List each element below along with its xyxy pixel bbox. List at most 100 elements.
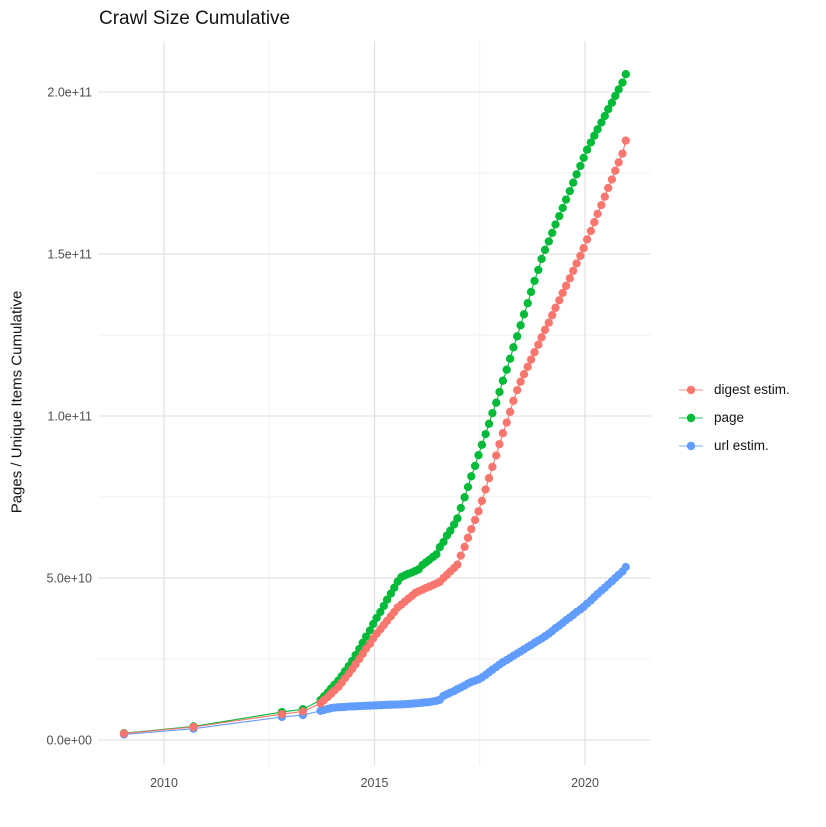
data-point [569,178,578,187]
data-point [569,266,578,275]
y-tick-label: 1.0e+11 [47,410,92,424]
data-point [446,526,455,535]
data-point [604,105,613,114]
data-point [382,595,392,604]
data-point [526,287,536,297]
series-url-estim [119,562,630,739]
data-point [555,211,564,221]
data-point [597,118,606,127]
data-point [502,365,511,374]
legend-item-digest-estim: digest estim. [678,380,790,399]
data-point [361,632,371,641]
data-point [534,265,543,275]
data-point [376,607,385,617]
data-point [582,235,592,244]
legend-item-label: url estim. [714,438,769,453]
data-point [467,524,476,534]
legend-item-label: digest estim. [714,382,790,397]
data-point [460,542,469,552]
legend-key-point [686,413,696,422]
x-tick-label: 2015 [361,776,389,790]
data-point [488,462,497,472]
data-point [502,418,511,427]
data-point [516,321,525,330]
data-point [614,85,623,94]
data-point [607,98,617,107]
data-point [513,385,522,395]
data-point [460,493,469,502]
data-point [611,91,620,101]
data-point [379,601,388,611]
data-point [449,520,459,529]
y-tick-label: 2.0e+11 [47,86,92,100]
data-point [561,281,571,290]
data-series-layer [119,70,630,739]
data-point [611,166,620,175]
data-point [555,296,564,305]
data-point [551,303,560,312]
data-point [467,472,476,481]
data-point [530,348,539,357]
data-point [614,158,623,167]
legend-key-icon [679,441,703,450]
data-point [558,203,567,213]
data-point [600,111,609,121]
data-point [576,161,585,171]
data-point [189,722,198,732]
data-point [498,429,508,438]
data-point [572,170,581,179]
y-tick-label: 0.0e+00 [46,734,92,748]
data-point [481,485,490,494]
data-point [537,333,546,342]
legend: digest estim. page url estim. [678,380,790,455]
data-point [593,209,602,218]
data-point [453,560,462,569]
data-point [544,237,553,246]
data-point [523,299,532,308]
series-digest-estim [119,136,630,738]
data-point [523,362,532,371]
data-point [548,228,557,238]
data-point [590,218,599,227]
data-point [484,419,494,428]
data-point [390,583,399,592]
data-point [579,244,588,253]
data-point [618,149,627,158]
legend-item-url-estim: url estim. [678,436,790,455]
data-point [298,707,308,716]
data-point [597,200,606,210]
data-point [463,482,473,492]
data-point [586,138,596,147]
data-point [505,407,515,416]
data-point [572,259,581,268]
data-point [540,325,550,334]
data-point [509,343,518,352]
y-tick-label: 1.5e+11 [47,248,92,262]
legend-key-point [686,385,696,394]
data-point [540,245,550,254]
data-point [456,551,465,560]
data-point [561,195,571,204]
data-point [505,354,515,363]
data-point [484,474,494,483]
data-point [495,440,504,449]
data-point [474,507,483,516]
data-point [432,550,441,559]
y-axis-title: Pages / Unique Items Cumulative [8,290,26,514]
data-point [621,70,630,79]
data-point [474,451,483,460]
data-point [513,332,522,341]
data-point [565,186,574,196]
data-point [119,729,129,738]
data-point [372,613,381,623]
x-tick-label: 2020 [571,776,599,790]
data-point [439,537,448,547]
data-point [526,355,536,364]
data-point [607,175,617,184]
data-point [470,515,480,525]
data-point [477,496,487,506]
legend-key-point [686,441,696,450]
data-point [277,709,287,719]
